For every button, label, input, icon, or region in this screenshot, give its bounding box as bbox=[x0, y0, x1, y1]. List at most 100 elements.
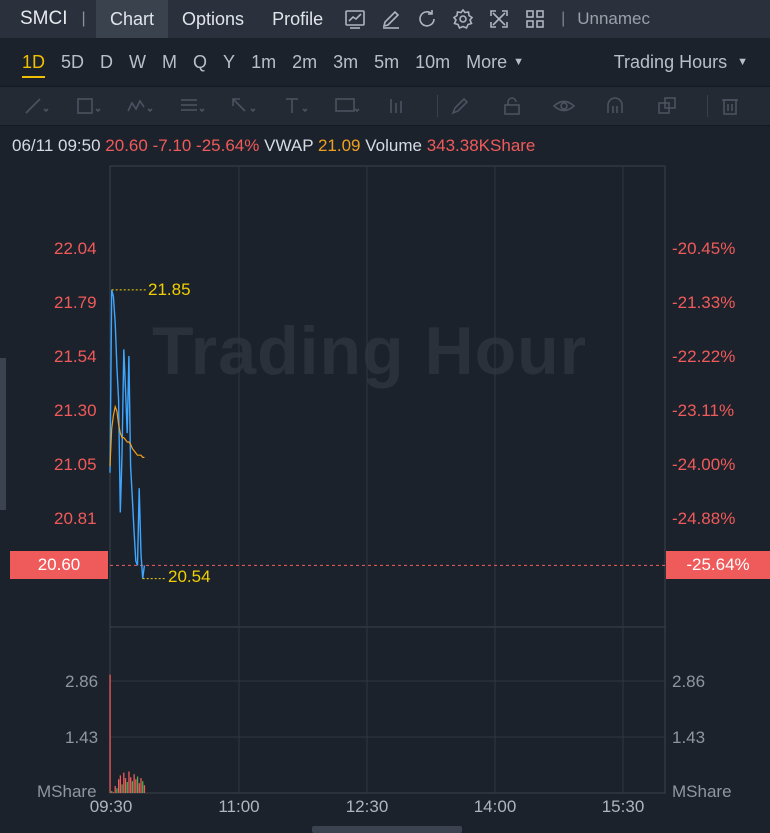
period-w[interactable]: W bbox=[129, 51, 147, 72]
price-tick-left: 22.04 bbox=[54, 239, 97, 258]
period-3m[interactable]: 3m bbox=[333, 51, 359, 72]
volume-bar bbox=[109, 674, 111, 793]
volume-value: 343.38KShare bbox=[426, 136, 536, 155]
time-tick: 12:30 bbox=[345, 797, 389, 816]
rectangle-tool-icon[interactable] bbox=[74, 86, 126, 126]
pct-tick-right: -20.45% bbox=[672, 239, 736, 258]
volume-bar bbox=[131, 781, 134, 793]
more-periods-dropdown[interactable]: More ▼ bbox=[458, 38, 532, 86]
price-tick-left: 21.54 bbox=[54, 347, 97, 366]
volume-bar bbox=[119, 775, 122, 793]
eye-icon[interactable] bbox=[552, 86, 604, 126]
side-panel-handle[interactable] bbox=[0, 358, 6, 510]
settings-icon[interactable] bbox=[445, 0, 481, 38]
period-5d[interactable]: 5D bbox=[61, 51, 85, 72]
pattern-tool-icon[interactable] bbox=[126, 86, 178, 126]
volume-bar bbox=[123, 772, 125, 793]
tab-chart[interactable]: Chart bbox=[96, 0, 169, 38]
measure-tool-icon[interactable] bbox=[385, 86, 437, 126]
vwap-series-line bbox=[109, 404, 145, 467]
fullscreen-icon[interactable] bbox=[481, 0, 517, 38]
period-bar: 1D 5D D W M Q Y 1m 2m 3m 5m 10m More ▼ T… bbox=[0, 38, 770, 86]
trading-hours-dropdown[interactable]: Trading Hours ▼ bbox=[614, 38, 748, 86]
arrow-tool-icon[interactable] bbox=[229, 86, 281, 126]
period-d[interactable]: D bbox=[100, 51, 114, 72]
tab-options[interactable]: Options bbox=[182, 8, 245, 29]
toolbar-divider: | bbox=[561, 10, 566, 27]
layout-name[interactable]: Unnamec bbox=[577, 9, 651, 28]
period-m[interactable]: M bbox=[162, 51, 178, 72]
chart-type-icon[interactable] bbox=[337, 0, 373, 38]
volume-bar bbox=[140, 778, 142, 793]
annotation-tool-icon[interactable] bbox=[333, 86, 385, 126]
volume-tick-left: 2.86 bbox=[65, 672, 99, 691]
volume-unit-right: MShare bbox=[672, 782, 732, 801]
volume-bar bbox=[142, 781, 144, 793]
volume-bar bbox=[138, 783, 140, 793]
caret-down-icon: ▼ bbox=[513, 56, 525, 68]
volume-bar bbox=[130, 777, 132, 793]
volume-bar bbox=[143, 785, 146, 793]
symbol-divider: | bbox=[81, 10, 86, 27]
lock-icon[interactable] bbox=[500, 86, 552, 126]
period-1d[interactable]: 1D bbox=[14, 38, 53, 86]
current-price-badge-left: 20.60 bbox=[10, 551, 108, 579]
volume-bar bbox=[128, 771, 130, 793]
refresh-icon[interactable] bbox=[409, 0, 445, 38]
fibonacci-tool-icon[interactable] bbox=[178, 86, 230, 126]
pct-tick-right: -23.11% bbox=[672, 401, 735, 420]
price-tick-left: 20.81 bbox=[54, 509, 97, 528]
clone-icon[interactable] bbox=[655, 86, 707, 126]
volume-bar bbox=[111, 791, 113, 793]
volume-bar bbox=[118, 779, 120, 793]
trend-line-tool-icon[interactable] bbox=[22, 86, 74, 126]
volume-bar bbox=[121, 784, 123, 793]
period-q[interactable]: Q bbox=[193, 51, 208, 72]
quote-info-line: 06/11 09:50 20.60 -7.10 -25.64% VWAP 21.… bbox=[12, 136, 535, 156]
period-10m[interactable]: 10m bbox=[415, 51, 451, 72]
trading-hours-watermark: Trading Hour bbox=[152, 313, 588, 389]
volume-bar bbox=[135, 779, 137, 793]
volume-bar bbox=[136, 776, 139, 793]
time-tick: 09:30 bbox=[89, 797, 133, 816]
period-5m[interactable]: 5m bbox=[374, 51, 400, 72]
pct-tick-right: -21.33% bbox=[672, 293, 736, 312]
volume-bar bbox=[124, 778, 127, 793]
symbol-label: SMCI bbox=[20, 8, 68, 29]
current-pct-badge-right: -25.64% bbox=[666, 551, 770, 579]
symbol-selector[interactable]: SMCI | bbox=[0, 8, 96, 30]
toolbar-separator bbox=[436, 95, 438, 117]
magnet-icon[interactable] bbox=[603, 86, 655, 126]
quote-price: 20.60 bbox=[105, 136, 148, 155]
tab-profile[interactable]: Profile bbox=[272, 8, 324, 29]
drawing-toolbar bbox=[0, 86, 770, 126]
top-toolbar: SMCI | Chart Options Profile | Unnamec bbox=[0, 0, 770, 38]
more-label: More bbox=[466, 51, 508, 72]
volume-bar bbox=[126, 782, 128, 793]
price-pane-frame bbox=[109, 165, 666, 628]
period-2m[interactable]: 2m bbox=[292, 51, 318, 72]
text-tool-icon[interactable] bbox=[281, 86, 333, 126]
time-tick: 11:00 bbox=[218, 797, 260, 816]
price-series-line bbox=[109, 289, 146, 579]
trash-icon[interactable] bbox=[718, 86, 770, 126]
horizontal-scrollbar[interactable] bbox=[312, 826, 462, 833]
time-tick: 15:30 bbox=[601, 797, 645, 816]
volume-bar bbox=[116, 788, 118, 793]
volume-bar bbox=[112, 792, 115, 793]
quote-datetime: 06/11 09:50 bbox=[12, 136, 101, 155]
volume-pane-frame bbox=[109, 626, 666, 794]
volume-tick-right: 2.86 bbox=[672, 672, 706, 691]
brush-tool-icon[interactable] bbox=[448, 86, 500, 126]
session-low-label: 20.54 bbox=[168, 567, 211, 586]
caret-down-icon: ▼ bbox=[737, 56, 748, 68]
pct-tick-right: -22.22% bbox=[672, 347, 736, 366]
price-tick-left: 21.79 bbox=[54, 293, 97, 312]
volume-bar bbox=[114, 785, 116, 793]
period-y[interactable]: Y bbox=[223, 51, 236, 72]
draw-pen-icon[interactable] bbox=[373, 0, 409, 38]
period-1m[interactable]: 1m bbox=[251, 51, 277, 72]
pct-tick-right: -24.88% bbox=[672, 509, 736, 528]
layout-grid-icon[interactable] bbox=[517, 0, 553, 38]
